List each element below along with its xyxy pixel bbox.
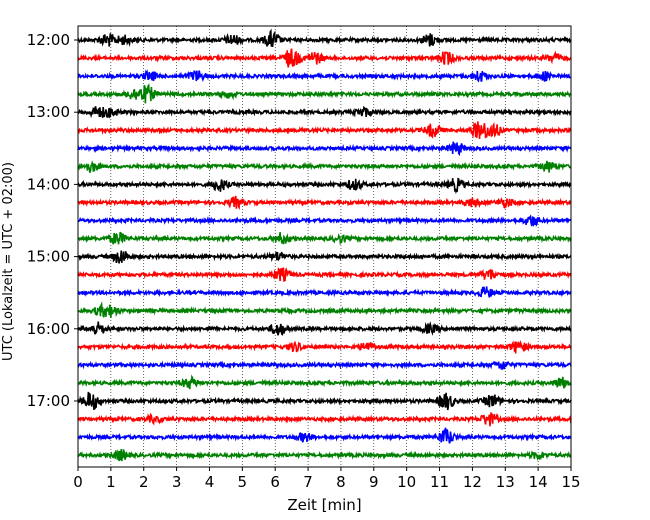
x-tick-label: 12 [463,473,482,491]
trace-1500 [77,250,572,264]
trace-1215 [77,48,572,68]
y-axis-label: UTC (Lokalzeit = UTC + 02:00) [1,162,16,361]
x-tick-label: 9 [369,473,379,491]
trace-1745 [77,449,572,462]
trace-1630 [77,360,572,371]
trace-1600 [77,321,572,336]
trace-1730 [77,427,572,444]
x-tick-label: 1 [106,473,116,491]
x-tick-label: 7 [303,473,313,491]
trace-1515 [77,267,572,282]
y-tick-label: 15:00 [27,248,70,266]
trace-1445 [77,231,572,246]
y-tick-label: 14:00 [27,175,70,193]
x-tick-label: 10 [397,473,416,491]
x-tick-label: 14 [529,473,548,491]
x-tick-label: 3 [172,473,182,491]
x-tick-label: 5 [238,473,248,491]
y-tick-label: 13:00 [27,103,70,121]
trace-1645 [77,374,572,390]
trace-1230 [77,68,572,83]
y-tick-label: 12:00 [27,31,70,49]
x-tick-label: 8 [336,473,346,491]
plot-frame [77,25,572,468]
trace-1245 [77,83,572,104]
x-tick-label: 11 [430,473,449,491]
trace-1345 [77,160,572,173]
trace-1715 [77,412,572,427]
trace-1415 [77,195,572,211]
x-axis-ticks: 0 1 2 3 4 5 6 7 8 9 10 11 12 13 14 15 [73,467,581,491]
x-tick-label: 15 [561,473,580,491]
trace-1430 [77,214,572,228]
trace-1400 [77,177,572,194]
trace-1330 [77,141,572,157]
trace-1615 [77,339,572,354]
x-tick-label: 13 [496,473,515,491]
trace-1700 [77,391,572,411]
x-tick-label: 2 [139,473,149,491]
y-tick-label: 17:00 [27,392,70,410]
trace-1530 [77,286,572,298]
x-axis-label: Zeit [min] [287,496,361,514]
x-tick-label: 4 [205,473,215,491]
seismic-traces [77,28,572,462]
x-tick-label: 6 [270,473,280,491]
y-axis-ticks: 12:00 13:00 14:00 15:00 16:00 17:00 [27,31,78,410]
trace-1545 [77,301,572,318]
y-tick-label: 16:00 [27,320,70,338]
trace-1300 [77,105,572,119]
trace-1200 [77,28,572,48]
trace-1315 [77,121,572,140]
x-tick-label: 0 [73,473,83,491]
